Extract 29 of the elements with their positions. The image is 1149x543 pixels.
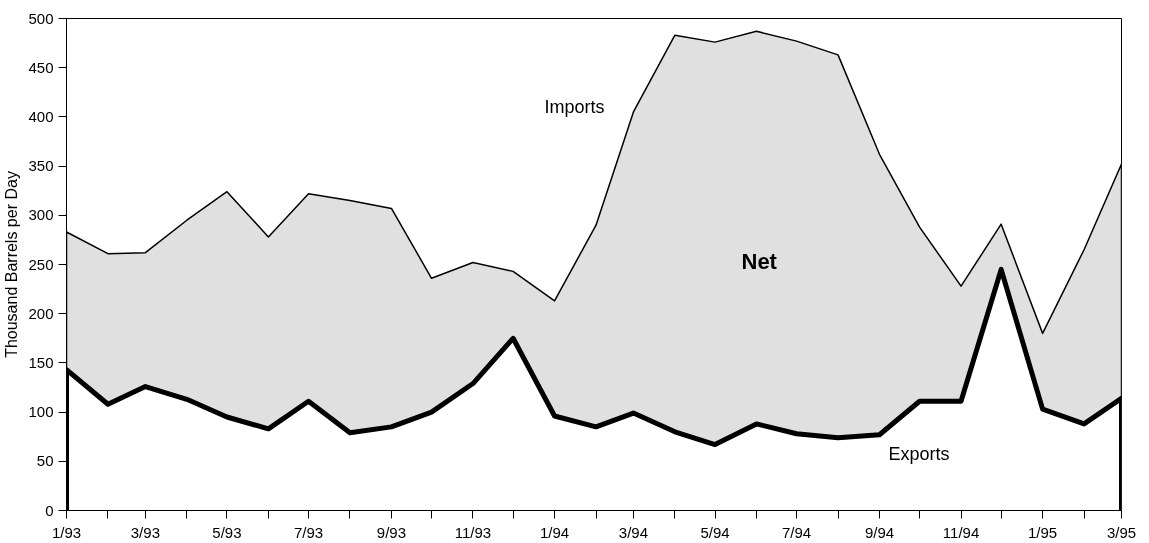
y-axis-title: Thousand Barrels per Day	[3, 171, 21, 358]
x-tick-label: 7/94	[781, 523, 812, 541]
y-tick-label: 250	[28, 255, 54, 273]
x-tick-label: 3/94	[618, 523, 649, 541]
x-tick-label: 11/94	[942, 523, 980, 541]
y-tick-label: 450	[28, 58, 54, 76]
y-tick-label: 0	[45, 501, 54, 519]
y-tick-label: 50	[36, 452, 54, 470]
y-tick-label: 400	[28, 107, 54, 125]
y-tick-label: 300	[28, 206, 54, 224]
x-tick-label: 3/95	[1106, 523, 1137, 541]
x-tick-label: 1/95	[1028, 523, 1058, 541]
x-tick-label: 11/93	[454, 523, 492, 541]
y-tick-label: 350	[28, 157, 54, 175]
y-tick-label: 200	[28, 304, 54, 322]
annotation: Exports	[888, 443, 950, 464]
y-tick-label: 500	[28, 9, 54, 27]
x-tick-label: 5/94	[700, 523, 730, 541]
annotation: Net	[741, 249, 778, 274]
x-tick-label: 1/94	[539, 523, 570, 541]
x-tick-label: 7/93	[293, 523, 324, 541]
y-tick-label: 100	[28, 403, 54, 421]
x-tick-label: 9/93	[376, 523, 407, 541]
x-tick-label: 1/93	[51, 523, 82, 541]
x-tick-label: 5/93	[212, 523, 242, 541]
annotation: Imports	[544, 96, 605, 117]
y-tick-label: 150	[28, 353, 54, 371]
x-tick-label: 9/94	[864, 523, 895, 541]
x-tick-label: 3/93	[130, 523, 160, 541]
